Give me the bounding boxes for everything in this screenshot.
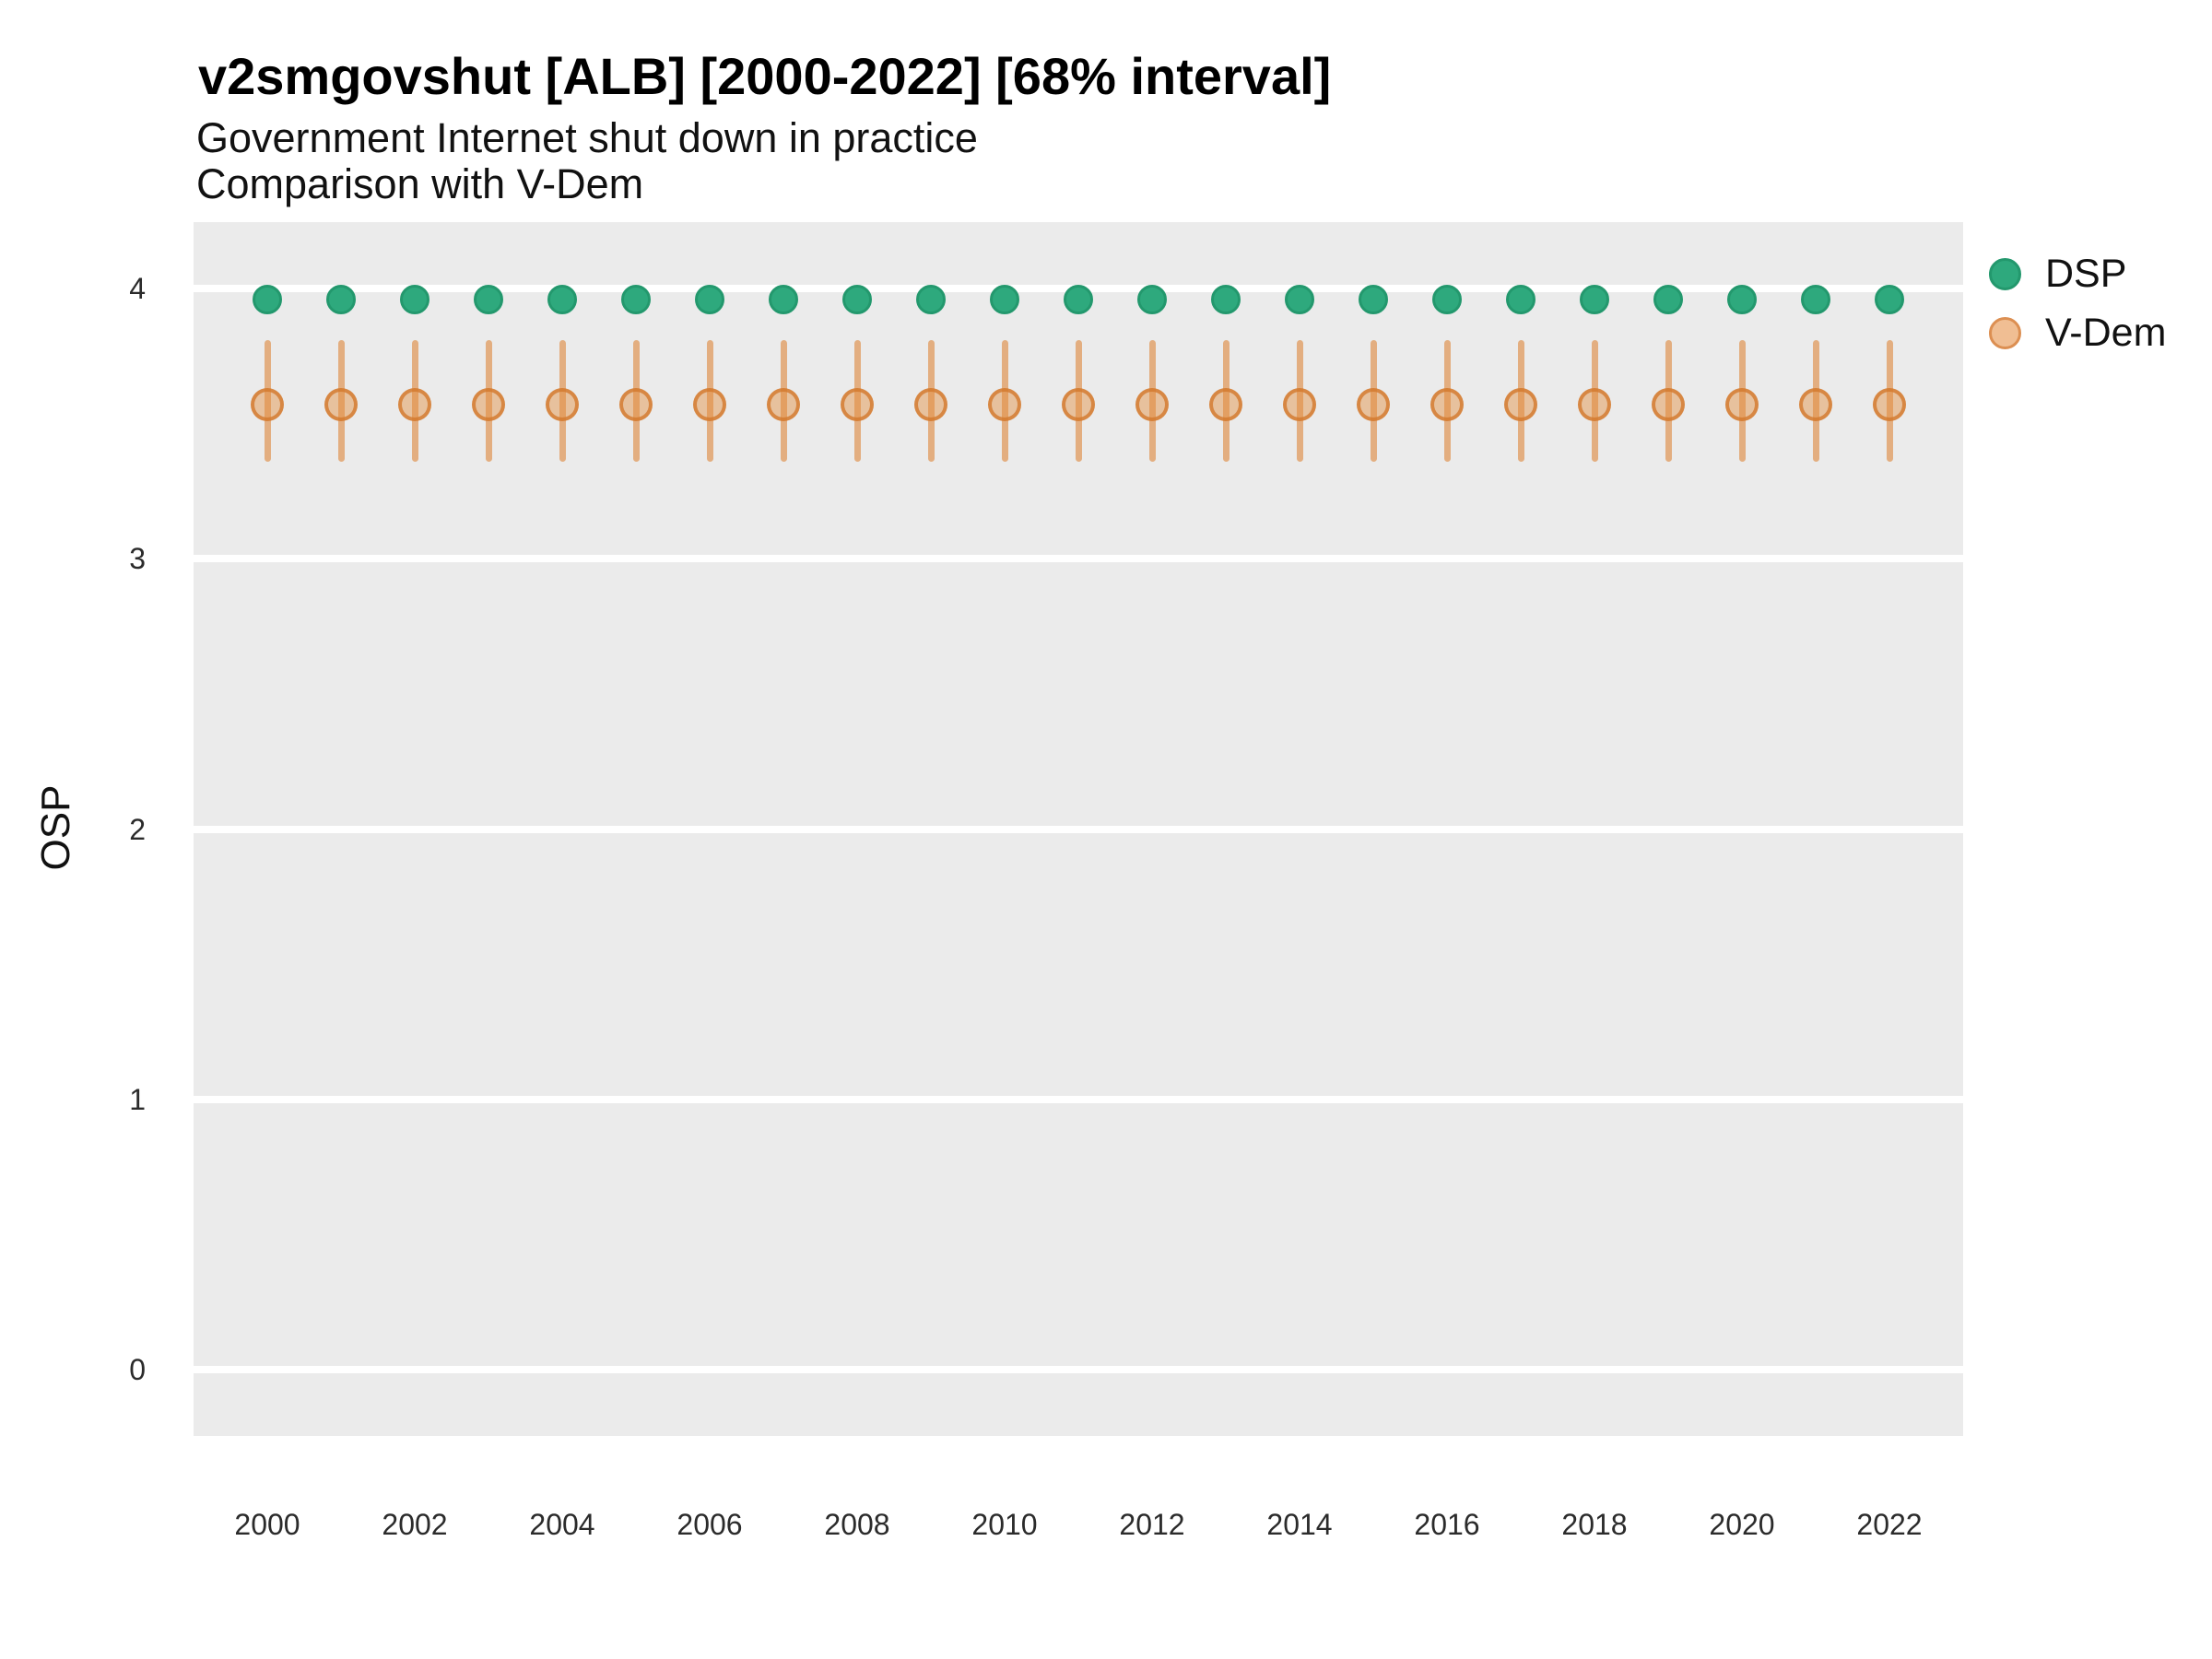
x-tick-label: 2022 (1856, 1508, 1923, 1541)
vdem-point (1357, 388, 1390, 422)
vdem-point (251, 388, 284, 422)
y-tick-label: 1 (129, 1082, 146, 1116)
x-tick-label: 2014 (1266, 1508, 1333, 1541)
plot-panel (194, 222, 1963, 1436)
dsp-point (1727, 284, 1757, 314)
y-gridline (194, 825, 1963, 833)
vdem-point (1430, 388, 1464, 422)
legend-item-vdem: V-Dem (1989, 310, 2166, 356)
legend: DSP V-Dem (1989, 251, 2166, 369)
dsp-point (1875, 284, 1904, 314)
dsp-point (253, 284, 282, 314)
dsp-point (1285, 284, 1314, 314)
x-tick-label: 2006 (677, 1508, 743, 1541)
vdem-point (1652, 388, 1685, 422)
vdem-legend-marker-icon (1989, 316, 2021, 349)
dsp-point (547, 284, 577, 314)
legend-label-dsp: DSP (2045, 252, 2127, 296)
dsp-point (1653, 284, 1683, 314)
dsp-point (695, 284, 724, 314)
legend-item-dsp: DSP (1989, 251, 2166, 297)
chart-title: v2smgovshut [ALB] [2000-2022] [68% inter… (198, 47, 1332, 105)
dsp-point (1137, 284, 1167, 314)
y-tick-label: 0 (129, 1352, 146, 1386)
dsp-point (990, 284, 1019, 314)
x-tick-label: 2018 (1561, 1508, 1628, 1541)
dsp-point (1064, 284, 1093, 314)
dsp-point (621, 284, 651, 314)
x-tick-label: 2008 (824, 1508, 890, 1541)
y-gridline (194, 1095, 1963, 1103)
x-tick-label: 2000 (234, 1508, 300, 1541)
vdem-point (1873, 388, 1906, 422)
x-tick-label: 2004 (529, 1508, 595, 1541)
vdem-point (1504, 388, 1537, 422)
vdem-point (619, 388, 653, 422)
y-gridline (194, 555, 1963, 563)
vdem-point (1209, 388, 1242, 422)
dsp-legend-marker-icon (1989, 257, 2021, 290)
vdem-point (988, 388, 1021, 422)
y-gridline (194, 1365, 1963, 1373)
chart-subtitle-line1: Government Internet shut down in practic… (196, 114, 978, 161)
dsp-point (1432, 284, 1462, 314)
y-tick-label: 2 (129, 812, 146, 846)
x-tick-label: 2012 (1119, 1508, 1185, 1541)
x-tick-label: 2016 (1414, 1508, 1480, 1541)
dsp-point (1580, 284, 1609, 314)
vdem-point (1799, 388, 1832, 422)
y-tick-label: 3 (129, 542, 146, 576)
dsp-point (326, 284, 356, 314)
x-tick-label: 2020 (1709, 1508, 1775, 1541)
vdem-point (398, 388, 431, 422)
x-tick-label: 2010 (971, 1508, 1038, 1541)
dsp-point (1801, 284, 1830, 314)
dsp-point (400, 284, 429, 314)
dsp-point (1359, 284, 1388, 314)
vdem-point (767, 388, 800, 422)
vdem-point (1578, 388, 1611, 422)
vdem-point (1283, 388, 1316, 422)
dsp-point (1506, 284, 1535, 314)
vdem-point (693, 388, 726, 422)
dsp-point (474, 284, 503, 314)
vdem-point (1135, 388, 1169, 422)
dsp-point (1211, 284, 1241, 314)
vdem-point (1062, 388, 1095, 422)
vdem-point (914, 388, 947, 422)
dsp-point (769, 284, 798, 314)
dsp-point (916, 284, 946, 314)
dsp-point (842, 284, 872, 314)
vdem-point (472, 388, 505, 422)
vdem-point (841, 388, 874, 422)
x-tick-label: 2002 (382, 1508, 448, 1541)
vdem-point (1725, 388, 1759, 422)
chart-subtitle-line2: Comparison with V-Dem (196, 160, 644, 207)
legend-label-vdem: V-Dem (2045, 311, 2167, 355)
y-tick-label: 4 (129, 272, 146, 306)
vdem-point (324, 388, 358, 422)
vdem-point (546, 388, 579, 422)
